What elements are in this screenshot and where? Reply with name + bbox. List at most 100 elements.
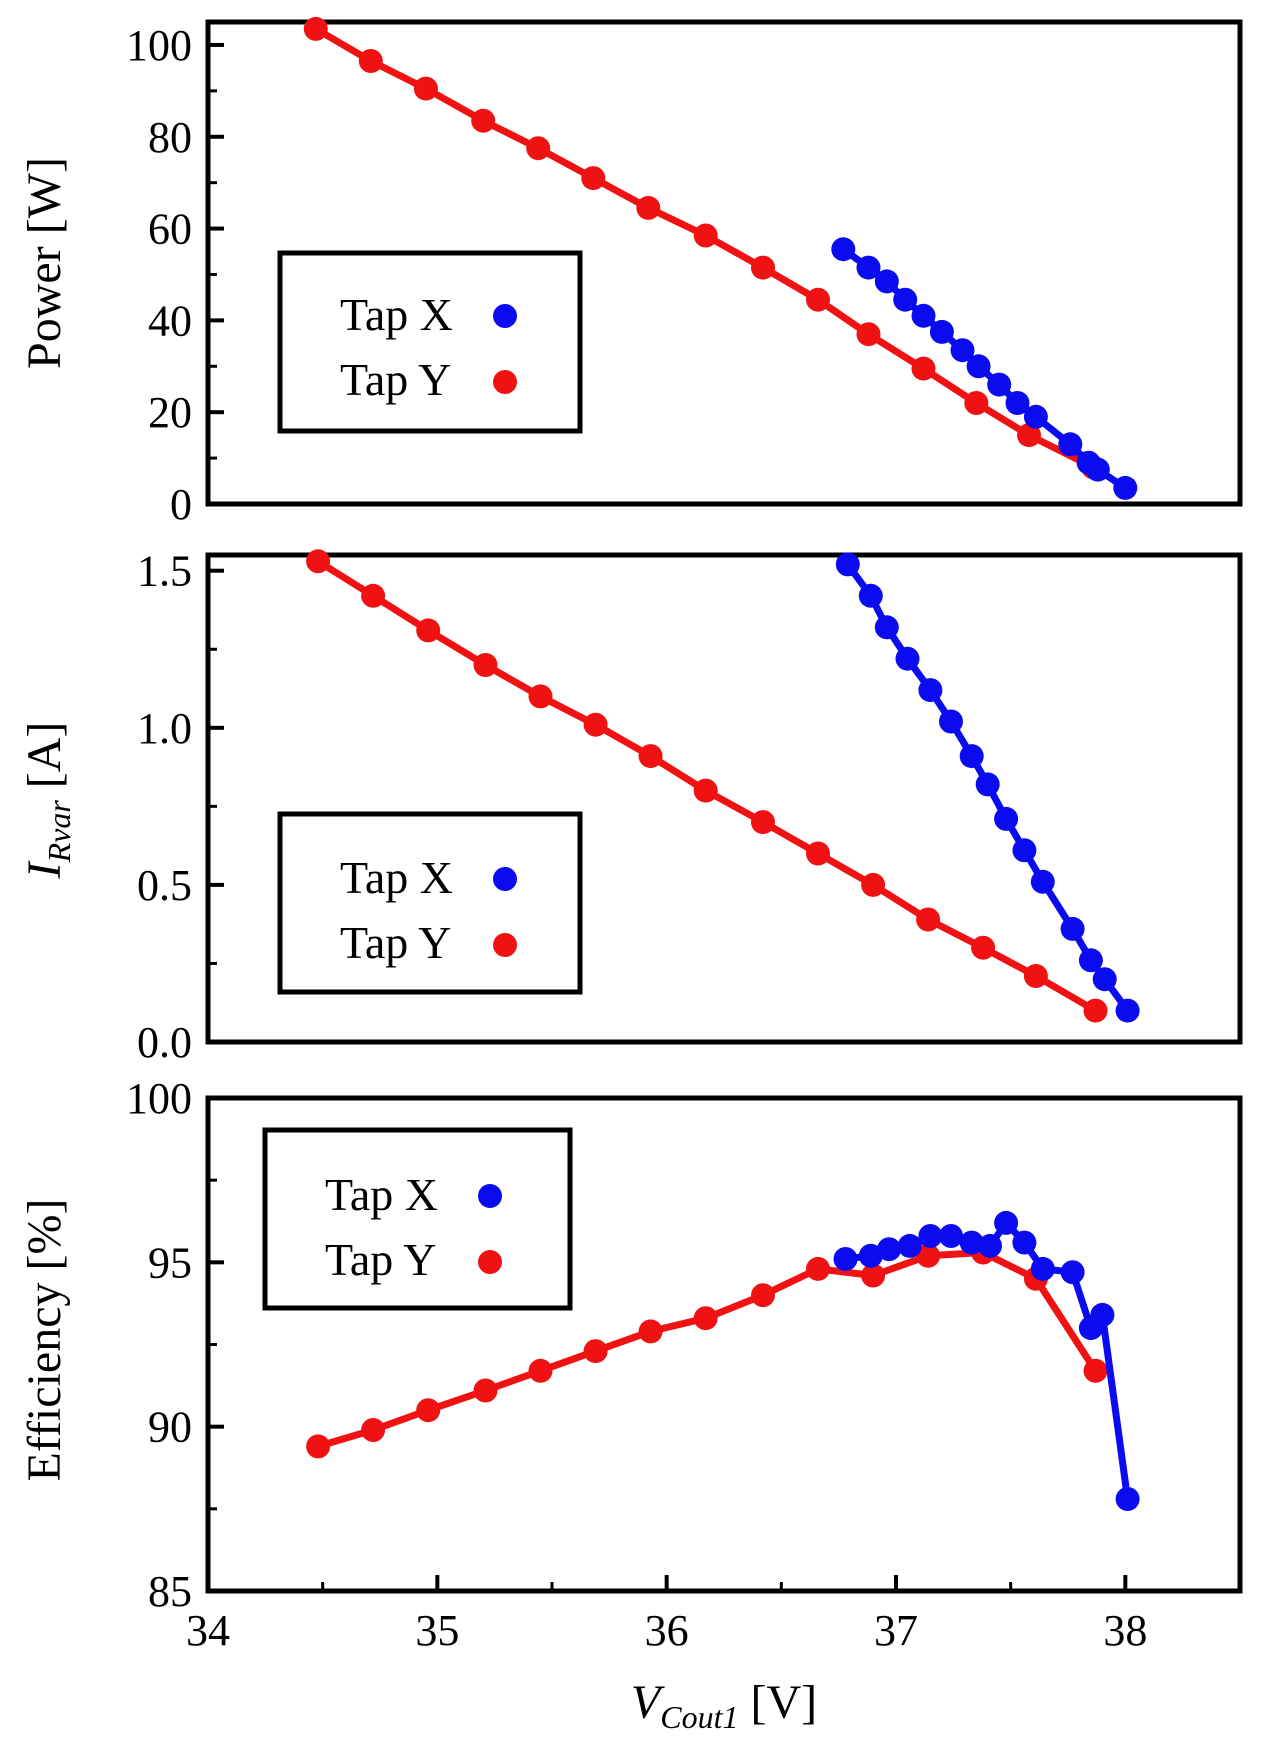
xlabel-symbol: V	[631, 1676, 665, 1729]
current-point-tap-y	[638, 744, 663, 769]
current-point-tap-y	[583, 712, 608, 737]
current-point-tap-x	[858, 583, 883, 608]
current-point-tap-x	[1115, 998, 1140, 1023]
power-point-tap-x	[1005, 391, 1030, 415]
efficiency-point-tap-y	[416, 1398, 441, 1423]
power-point-tap-x	[831, 237, 856, 262]
xlabel-unit: [V]	[738, 1676, 817, 1729]
power-panel: 0 20 40 60 80 100 Power [W] Tap X Tap Y	[18, 16, 1243, 529]
current-point-tap-x	[959, 744, 984, 769]
efficiency-ticks	[206, 1096, 1128, 1593]
current-point-tap-y	[751, 810, 775, 835]
efficiency-xtick-label: 37	[874, 1606, 918, 1655]
current-point-tap-x	[874, 615, 899, 640]
efficiency-point-tap-y	[751, 1283, 775, 1308]
current-point-tap-x	[895, 646, 920, 671]
power-legend-box	[277, 250, 583, 434]
power-legend-label-tap-y: Tap Y	[340, 354, 451, 405]
power-ytick-label: 60	[148, 205, 192, 254]
current-ylabel: IRvar [A]	[18, 722, 77, 880]
power-point-tap-y	[856, 322, 881, 347]
power-point-tap-x	[856, 255, 881, 280]
svg-text:IRvar [A]: IRvar [A]	[18, 722, 77, 880]
power-point-tap-y	[581, 166, 606, 191]
efficiency-xtick-label: 38	[1103, 1606, 1147, 1655]
efficiency-xtick-label: 36	[645, 1606, 689, 1655]
efficiency-point-tap-x	[959, 1230, 984, 1255]
power-point-tap-x	[929, 319, 954, 344]
power-ytick-label: 40	[148, 296, 192, 345]
efficiency-point-tap-y	[638, 1319, 663, 1344]
power-point-tap-x	[987, 372, 1012, 397]
current-point-tap-x	[975, 772, 1000, 797]
efficiency-ylabel: Efficiency [%]	[18, 1199, 71, 1482]
efficiency-point-tap-x	[1012, 1230, 1037, 1255]
current-panel-frame	[205, 552, 1243, 1045]
power-ytick-label: 20	[148, 388, 192, 437]
power-series	[303, 16, 1138, 500]
efficiency-point-tap-x	[1060, 1260, 1085, 1285]
current-point-tap-y	[693, 778, 718, 803]
current-point-tap-y	[416, 618, 441, 643]
current-legend-marker-tap-y	[493, 933, 517, 957]
current-point-tap-x	[835, 552, 860, 577]
efficiency-point-tap-y	[916, 1243, 941, 1268]
xlabel-subscript: Cout1	[660, 1699, 738, 1735]
efficiency-point-tap-y	[861, 1263, 886, 1288]
power-point-tap-y	[413, 76, 438, 101]
efficiency-legend-label-tap-y: Tap Y	[325, 1234, 436, 1285]
efficiency-xlabel: VCout1 [V]	[631, 1676, 817, 1735]
power-ylabel: Power [W]	[18, 157, 71, 369]
power-point-tap-y	[693, 223, 718, 248]
current-point-tap-y	[473, 653, 498, 677]
efficiency-legend: Tap X Tap Y	[262, 1127, 573, 1311]
current-ticks	[208, 568, 224, 1044]
power-point-tap-y	[911, 356, 936, 381]
efficiency-panel: 85 90 95 100 34 35 36 37 38 Efficiency [%] Tap X…	[18, 1074, 1243, 1735]
power-panel-frame	[205, 19, 1243, 507]
efficiency-ytick-label: 95	[148, 1238, 192, 1287]
power-ytick-label: 80	[148, 113, 192, 162]
power-point-tap-x	[966, 354, 991, 379]
efficiency-legend-box	[262, 1127, 573, 1311]
efficiency-point-tap-x	[833, 1247, 858, 1271]
efficiency-point-tap-x	[1090, 1302, 1115, 1327]
efficiency-series	[306, 1210, 1140, 1511]
current-ytick-label: 1.0	[137, 704, 192, 753]
power-legend: Tap X Tap Y	[277, 250, 583, 434]
power-ticks	[208, 42, 224, 506]
power-point-tap-x	[1023, 404, 1048, 429]
power-ytick-label: 0	[170, 480, 192, 529]
current-legend-label-tap-x: Tap X	[340, 852, 453, 903]
power-point-tap-y	[1017, 423, 1041, 448]
current-point-tap-y	[361, 583, 386, 608]
efficiency-xtick-label: 34	[186, 1606, 230, 1655]
current-ytick-label: 0.0	[137, 1018, 192, 1067]
efficiency-tick-labels: 85 90 95 100 34 35 36 37 38	[126, 1074, 1147, 1655]
current-point-tap-x	[1030, 869, 1055, 894]
efficiency-legend-label-tap-x: Tap X	[325, 1169, 438, 1220]
current-point-tap-x	[1092, 967, 1117, 992]
current-point-tap-x	[1012, 838, 1037, 863]
efficiency-ytick-label: 100	[126, 1074, 192, 1123]
efficiency-point-tap-y	[583, 1339, 608, 1364]
current-point-tap-x	[994, 806, 1019, 831]
power-point-tap-y	[526, 136, 551, 161]
current-legend-marker-tap-x	[493, 867, 517, 891]
current-ylabel-unit: [A]	[18, 722, 71, 801]
current-legend-label-tap-y: Tap Y	[340, 917, 451, 968]
efficiency-point-tap-x	[858, 1243, 883, 1268]
efficiency-point-tap-x	[1115, 1487, 1140, 1511]
power-point-tap-y	[471, 108, 496, 133]
efficiency-point-tap-y	[1083, 1358, 1108, 1383]
efficiency-point-tap-x	[978, 1233, 1002, 1258]
current-panel: 0.0 0.5 1.0 1.5 IRvar [A] Tap X Tap Y	[18, 547, 1243, 1067]
power-point-tap-x	[1058, 432, 1083, 457]
efficiency-ytick-label: 85	[148, 1567, 192, 1616]
power-legend-label-tap-x: Tap X	[340, 289, 453, 340]
power-point-tap-x	[911, 303, 936, 328]
efficiency-point-tap-x	[994, 1210, 1019, 1235]
current-ylabel-subscript: Rvar	[41, 800, 77, 864]
current-legend-box	[277, 811, 583, 995]
efficiency-ytick-label: 90	[148, 1403, 192, 1452]
